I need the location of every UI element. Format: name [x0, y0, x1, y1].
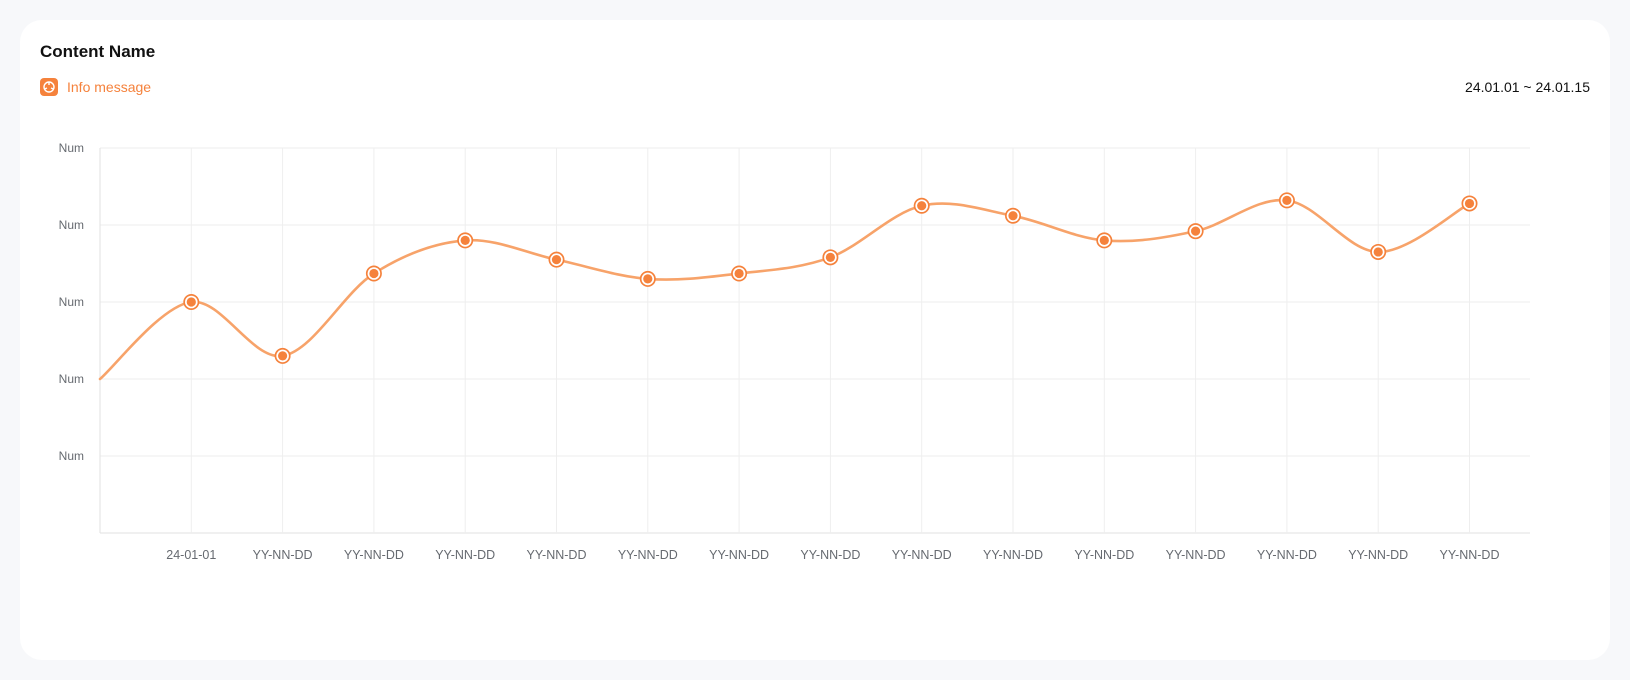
line-chart: Num Num Num Num Num 24-01-01 YY-NN-DD YY-NN-DD…	[59, 141, 1530, 562]
data-point[interactable]	[913, 197, 930, 214]
y-tick-label: Num	[59, 218, 84, 232]
series-line	[98, 198, 1471, 381]
series-points	[183, 192, 1478, 364]
x-tick-label: YY-NN-DD	[1074, 548, 1134, 562]
x-tick-label: YY-NN-DD	[709, 548, 769, 562]
info-icon	[40, 78, 58, 96]
x-tick-label: YY-NN-DD	[1348, 548, 1408, 562]
y-axis-ticks: Num Num Num Num Num	[59, 141, 84, 463]
x-axis-ticks: 24-01-01 YY-NN-DD YY-NN-DD YY-NN-DD YY-NN-DD…	[166, 548, 1499, 562]
x-tick-label: YY-NN-DD	[1257, 548, 1317, 562]
data-point[interactable]	[1370, 243, 1387, 260]
data-point[interactable]	[1005, 207, 1021, 224]
x-tick-label: YY-NN-DD	[1166, 548, 1226, 562]
data-point[interactable]	[731, 265, 748, 282]
y-tick-label: Num	[59, 141, 84, 155]
data-point[interactable]	[274, 347, 291, 364]
data-point[interactable]	[1096, 232, 1113, 249]
data-point[interactable]	[1187, 223, 1204, 240]
data-point[interactable]	[457, 232, 474, 249]
x-tick-label: YY-NN-DD	[983, 548, 1043, 562]
x-tick-label: YY-NN-DD	[618, 548, 678, 562]
y-tick-label: Num	[59, 449, 84, 463]
x-tick-label: YY-NN-DD	[435, 548, 495, 562]
data-point[interactable]	[365, 265, 382, 282]
x-tick-label: YY-NN-DD	[800, 548, 860, 562]
info-message: Info message	[40, 78, 151, 96]
chart-card: Content Name Info message 24.01.01 ~ 24.…	[20, 20, 1610, 660]
data-point[interactable]	[822, 249, 839, 266]
data-point[interactable]	[548, 251, 565, 268]
data-point[interactable]	[183, 294, 200, 310]
card-title: Content Name	[40, 42, 156, 61]
x-tick-label: YY-NN-DD	[527, 548, 587, 562]
x-tick-label: YY-NN-DD	[1440, 548, 1500, 562]
data-point[interactable]	[1461, 195, 1478, 212]
data-point[interactable]	[1278, 192, 1295, 209]
data-point[interactable]	[639, 270, 656, 287]
y-tick-label: Num	[59, 372, 84, 386]
y-tick-label: Num	[59, 295, 84, 309]
chart-grid	[99, 147, 1530, 534]
x-tick-label: YY-NN-DD	[344, 548, 404, 562]
date-range: 24.01.01 ~ 24.01.15	[1465, 79, 1590, 95]
x-tick-label: 24-01-01	[166, 548, 216, 562]
info-message-text: Info message	[67, 79, 152, 95]
x-tick-label: YY-NN-DD	[253, 548, 313, 562]
x-tick-label: YY-NN-DD	[892, 548, 952, 562]
